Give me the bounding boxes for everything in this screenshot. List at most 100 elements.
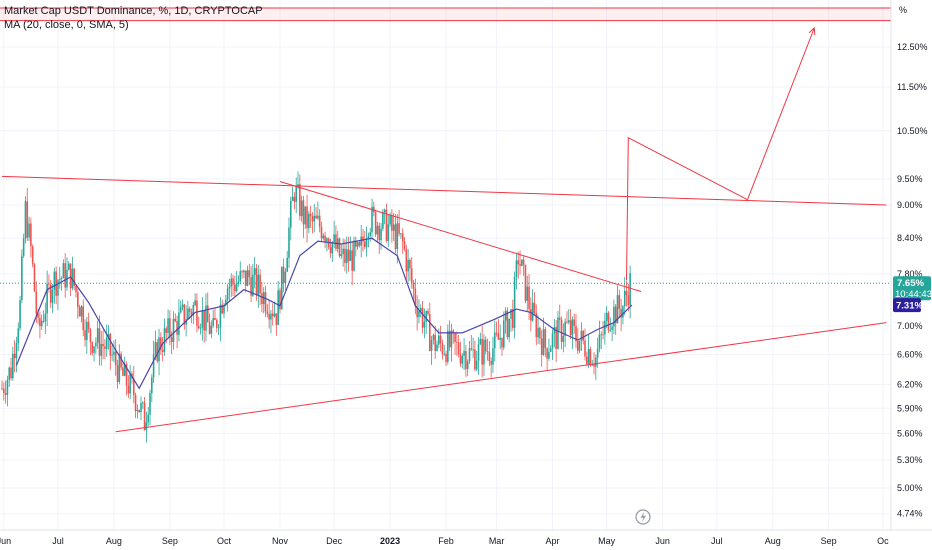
candle[interactable] <box>75 285 77 298</box>
candle[interactable] <box>425 310 427 335</box>
candle[interactable] <box>401 228 404 254</box>
drawing-trendline[interactable] <box>279 181 642 292</box>
candle[interactable] <box>421 300 424 334</box>
candle[interactable] <box>259 269 261 305</box>
candle[interactable] <box>598 320 601 353</box>
candle[interactable] <box>17 322 20 352</box>
candle[interactable] <box>250 265 252 303</box>
candle[interactable] <box>391 209 393 243</box>
candle[interactable] <box>266 304 269 318</box>
candle[interactable] <box>134 392 137 419</box>
candlestick-series[interactable] <box>1 171 631 443</box>
candle[interactable] <box>380 222 382 250</box>
candle[interactable] <box>1 380 3 391</box>
candle[interactable] <box>412 279 415 301</box>
candle[interactable] <box>432 333 435 345</box>
candle[interactable] <box>122 362 124 377</box>
candle[interactable] <box>315 207 317 220</box>
candle[interactable] <box>600 331 603 350</box>
candle[interactable] <box>44 302 47 334</box>
candle[interactable] <box>77 287 79 319</box>
candle[interactable] <box>60 276 63 291</box>
price-axis[interactable]: 4.74% 5.00% 5.30% 5.60% 5.90% 6.20% 6.60% 7.00%… <box>893 42 932 519</box>
candle[interactable] <box>3 382 5 401</box>
candle[interactable] <box>39 311 41 339</box>
candle[interactable] <box>459 341 462 367</box>
candle[interactable] <box>24 196 27 244</box>
candle[interactable] <box>376 221 379 244</box>
candle[interactable] <box>73 268 75 291</box>
candle[interactable] <box>521 259 523 267</box>
candle[interactable] <box>136 404 139 419</box>
candle[interactable] <box>587 335 590 369</box>
candle[interactable] <box>215 318 218 333</box>
candle[interactable] <box>443 344 446 357</box>
candle[interactable] <box>46 270 48 327</box>
ma-line[interactable] <box>15 237 633 390</box>
candle[interactable] <box>409 257 411 281</box>
candle[interactable] <box>517 251 520 279</box>
candle[interactable] <box>154 330 157 361</box>
candle[interactable] <box>221 299 224 315</box>
candle[interactable] <box>143 396 146 431</box>
candle[interactable] <box>528 273 530 320</box>
candle[interactable] <box>479 332 482 346</box>
candle[interactable] <box>410 256 413 289</box>
candle[interactable] <box>602 320 604 340</box>
candle[interactable] <box>324 231 326 249</box>
candle[interactable] <box>262 287 265 314</box>
candle[interactable] <box>271 303 274 326</box>
candle[interactable] <box>627 284 630 312</box>
candle[interactable] <box>580 322 583 351</box>
candle[interactable] <box>206 292 209 323</box>
candle[interactable] <box>342 238 344 267</box>
candle[interactable] <box>463 338 465 370</box>
candle[interactable] <box>167 309 169 338</box>
candle[interactable] <box>62 259 65 279</box>
candle[interactable] <box>19 295 21 331</box>
candle[interactable] <box>490 357 492 378</box>
candle[interactable] <box>26 188 29 242</box>
candle[interactable] <box>147 406 150 427</box>
candle[interactable] <box>329 238 332 258</box>
candle[interactable] <box>472 337 474 359</box>
candle[interactable] <box>293 192 296 210</box>
candle[interactable] <box>279 287 281 314</box>
candle[interactable] <box>174 313 177 323</box>
candle[interactable] <box>477 337 480 375</box>
candle[interactable] <box>604 312 606 345</box>
candle[interactable] <box>418 299 420 324</box>
candle[interactable] <box>360 225 362 258</box>
candle[interactable] <box>277 280 279 326</box>
candle[interactable] <box>219 297 222 342</box>
candle[interactable] <box>111 345 113 362</box>
candle[interactable] <box>12 346 14 381</box>
candle[interactable] <box>551 329 554 360</box>
candle[interactable] <box>302 195 305 238</box>
candle[interactable] <box>537 315 539 344</box>
candle[interactable] <box>91 341 94 356</box>
candle[interactable] <box>338 237 341 258</box>
candle[interactable] <box>495 321 498 337</box>
candle[interactable] <box>512 299 514 331</box>
candle[interactable] <box>257 264 260 308</box>
candle[interactable] <box>138 409 140 413</box>
candle[interactable] <box>488 341 491 367</box>
candle[interactable] <box>383 208 386 225</box>
candle[interactable] <box>179 300 182 314</box>
candle[interactable] <box>42 310 45 324</box>
ma-legend[interactable]: MA (20, close, 0, SMA, 5) <box>4 19 129 31</box>
candle[interactable] <box>208 313 211 335</box>
candle[interactable] <box>239 261 242 285</box>
candle[interactable] <box>445 350 447 366</box>
candle[interactable] <box>508 318 511 343</box>
candle[interactable] <box>192 302 195 325</box>
candle[interactable] <box>504 307 507 334</box>
candle[interactable] <box>176 315 178 349</box>
candle[interactable] <box>354 236 357 257</box>
candle[interactable] <box>387 215 390 248</box>
candle[interactable] <box>575 314 577 349</box>
candle[interactable] <box>33 262 36 292</box>
candle[interactable] <box>163 318 166 356</box>
candle[interactable] <box>288 217 290 269</box>
